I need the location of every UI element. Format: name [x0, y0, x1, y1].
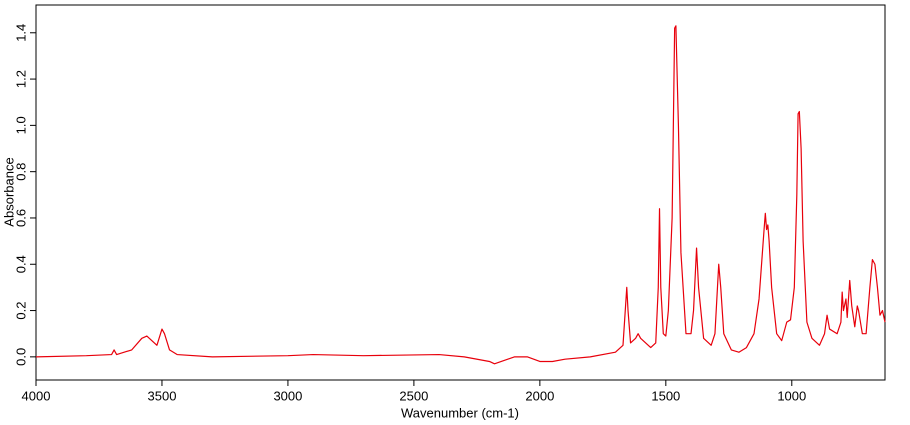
x-tick-label: 2000 — [525, 388, 554, 403]
y-tick-label: 0.6 — [13, 209, 28, 227]
x-tick-label: 1000 — [777, 388, 806, 403]
y-tick-label: 0.8 — [13, 163, 28, 181]
x-tick-label: 3000 — [273, 388, 302, 403]
x-tick-label: 2500 — [399, 388, 428, 403]
x-tick-label: 1500 — [651, 388, 680, 403]
y-tick-label: 1.2 — [13, 70, 28, 88]
x-tick-label: 3500 — [148, 388, 177, 403]
x-axis-title: Wavenumber (cm-1) — [401, 405, 519, 420]
spectrum-line — [35, 25, 886, 365]
y-tick-label: 0.2 — [13, 302, 28, 320]
y-tick-label: 1.4 — [13, 24, 28, 42]
y-tick-label: 0.0 — [13, 348, 28, 366]
x-tick-label: 4000 — [22, 388, 51, 403]
y-tick-label: 1.0 — [13, 116, 28, 134]
y-tick-label: 0.4 — [13, 255, 28, 273]
plot-frame — [35, 4, 886, 381]
y-axis-title: Absorbance — [1, 157, 16, 226]
